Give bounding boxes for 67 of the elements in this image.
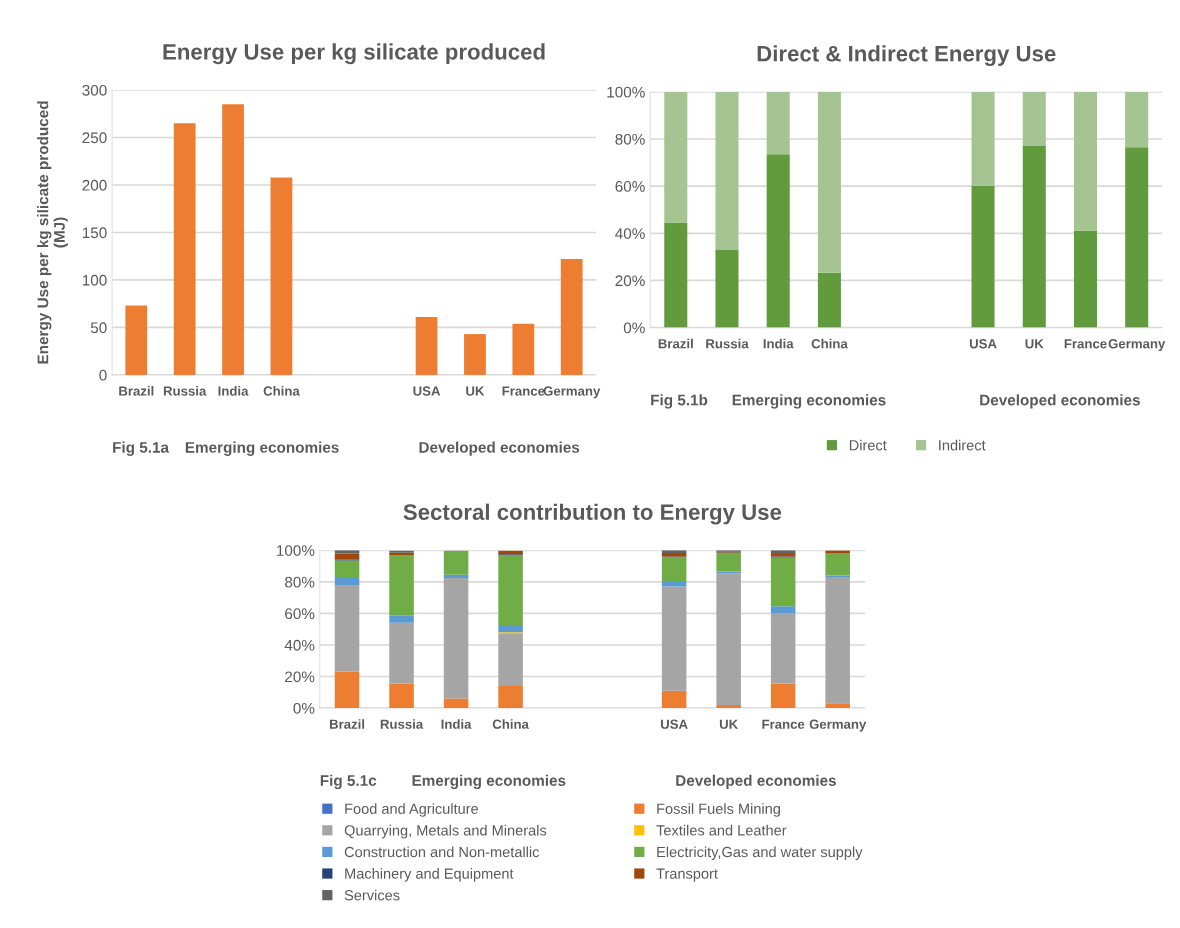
x-tick-label: Russia xyxy=(163,386,207,396)
x-tick-label: Germany xyxy=(543,386,601,399)
y-tick-label: 60% xyxy=(285,608,315,620)
legend-label: Fossil Fuels Mining xyxy=(657,803,780,817)
x-tick-label: China xyxy=(811,338,848,349)
x-tick-label: Brazil xyxy=(119,386,154,396)
legend-label: Textiles and Leather xyxy=(656,824,787,836)
y-tick-label: 200 xyxy=(82,179,107,191)
caption: Fig 5.1b xyxy=(651,394,708,409)
chart-title: Energy Use per kg silicate produced xyxy=(163,43,545,65)
legend-label: Machinery and Equipment xyxy=(345,868,514,882)
caption: Fig 5.1c xyxy=(320,774,377,790)
y-tick-label: 0% xyxy=(293,702,315,714)
y-tick-label: 100% xyxy=(607,86,645,98)
x-tick-label: Russia xyxy=(706,338,749,349)
y-tick-label: 60% xyxy=(615,181,645,192)
x-tick-label: USA xyxy=(413,386,441,396)
legend-label: Electricity,Gas and water supply xyxy=(657,846,863,861)
y-tick-label: 0 xyxy=(99,369,107,381)
text: Developed economies xyxy=(676,774,836,789)
x-tick-label: China xyxy=(492,719,529,729)
text: Emerging economies xyxy=(185,441,339,456)
y-tick-label: 20% xyxy=(285,671,315,683)
text: Emerging economies xyxy=(412,774,566,790)
caption: Fig 5.1a xyxy=(113,441,170,456)
x-tick-label: USA xyxy=(969,339,997,349)
y-tick-label: 100 xyxy=(82,274,107,286)
text: Developed economies xyxy=(980,394,1140,409)
x-tick-label: China xyxy=(263,386,300,396)
y-tick-label: 50 xyxy=(90,322,107,334)
y-tick-label: 250 xyxy=(82,132,107,144)
y-tick-label: 300 xyxy=(82,84,107,96)
y-tick-label: 80% xyxy=(285,576,315,588)
x-tick-label: UK xyxy=(719,719,739,729)
x-tick-label: India xyxy=(763,338,794,349)
chart-title: Direct & Indirect Energy Use xyxy=(757,45,1056,67)
x-tick-label: UK xyxy=(466,386,485,396)
legend-label: Quarrying, Metals and Minerals xyxy=(344,824,547,839)
text: Emerging economies xyxy=(732,394,886,409)
y-tick-label: 80% xyxy=(615,133,645,145)
x-tick-label: Germany xyxy=(809,719,867,732)
x-tick-label: UK xyxy=(1025,339,1044,349)
x-tick-label: France xyxy=(1064,339,1107,349)
x-tick-label: Brazil xyxy=(329,719,365,729)
x-tick-label: Brazil xyxy=(658,338,693,349)
legend-label: Construction and Non-metallic xyxy=(344,846,540,858)
x-tick-label: USA xyxy=(661,719,688,729)
y-tick-label: 100% xyxy=(277,545,315,556)
x-tick-label: France xyxy=(762,719,805,729)
chart-title: Sectoral contribution to Energy Use xyxy=(403,503,782,525)
x-tick-label: India xyxy=(441,719,472,729)
legend-label: Transport xyxy=(656,868,718,882)
y-tick-label: 150 xyxy=(82,227,107,239)
legend-label: Food and Agriculture xyxy=(345,803,479,817)
legend-label: Indirect xyxy=(939,439,986,451)
x-tick-label: Germany xyxy=(1108,339,1166,351)
legend-label: Services xyxy=(344,889,400,901)
x-tick-label: India xyxy=(218,386,249,396)
y-axis-title: Energy Use per kg silicate produced (MJ) xyxy=(37,101,68,364)
x-tick-label: Russia xyxy=(380,719,424,729)
legend-label: Direct xyxy=(849,439,887,451)
x-tick-label: France xyxy=(502,386,545,396)
y-tick-label: 20% xyxy=(615,275,645,287)
y-tick-label: 40% xyxy=(615,228,645,239)
y-tick-label: 0% xyxy=(623,322,645,334)
y-tick-label: 40% xyxy=(284,639,315,651)
text: Developed economies xyxy=(419,441,580,456)
